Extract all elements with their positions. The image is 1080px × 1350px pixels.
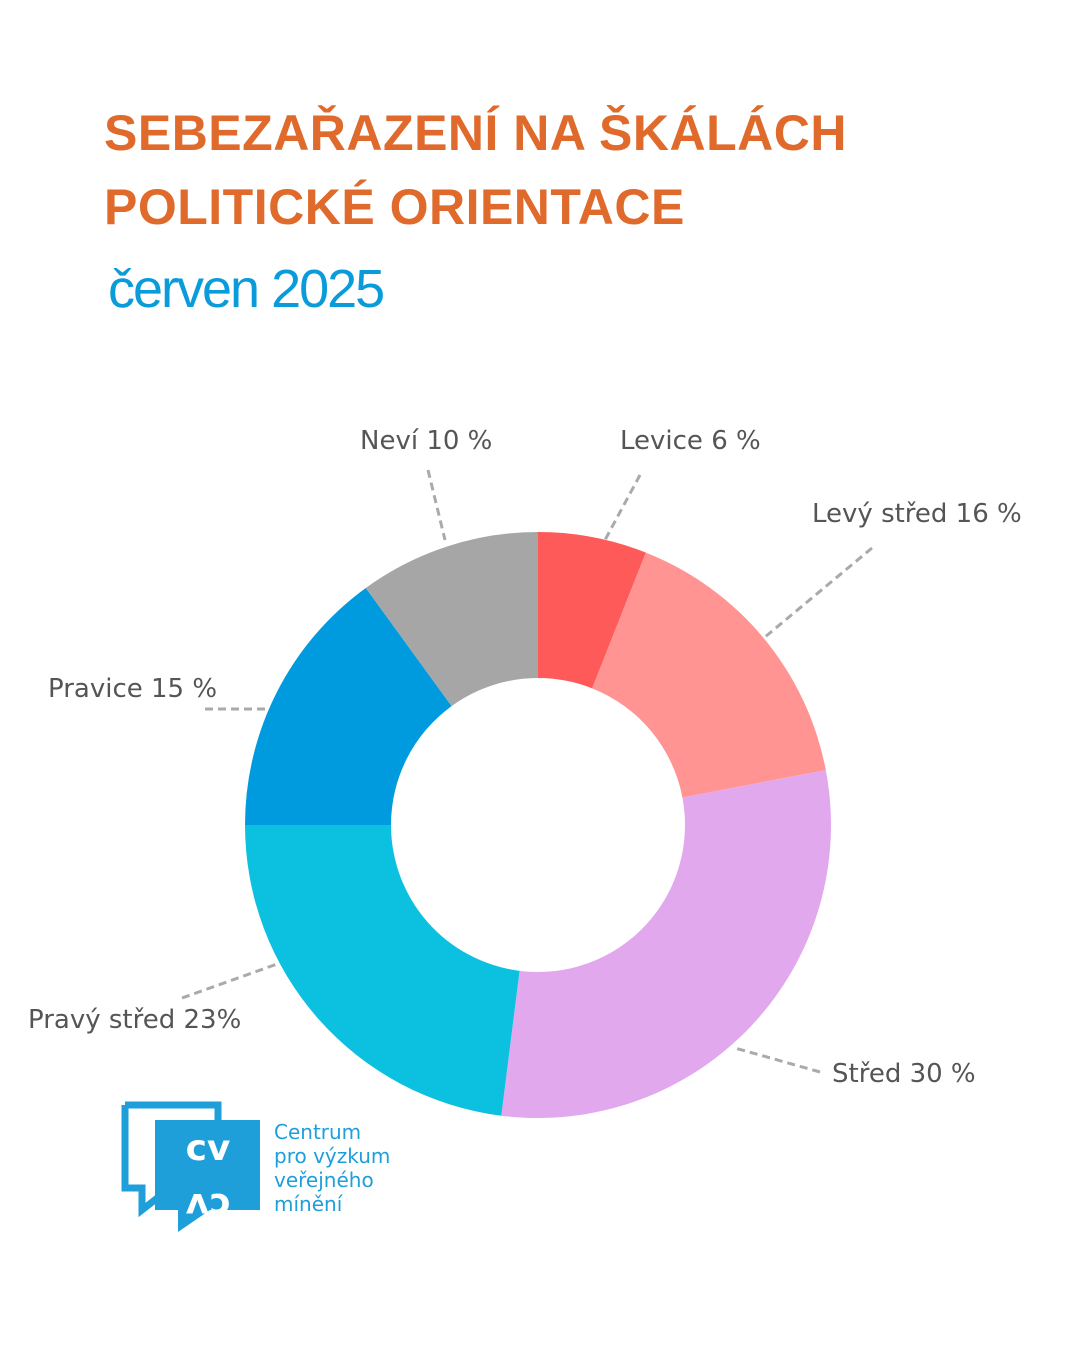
logo-text-1: Centrum	[274, 1120, 362, 1144]
slice-pravice	[245, 587, 452, 825]
data-label-pravy-stred: Pravý střed 23%	[28, 1005, 242, 1035]
slice-střed	[501, 770, 831, 1118]
title-line-1: SEBEZAŘAZENÍ NA ŠKÁLÁCH	[104, 105, 847, 161]
leader-line-5	[426, 469, 447, 541]
data-label-nevi: Neví 10 %	[360, 426, 493, 456]
slice-neví	[365, 532, 538, 707]
data-label-levice: Levice 6 %	[620, 426, 761, 456]
data-label-stred: Střed 30 %	[832, 1059, 976, 1089]
svg-text:cv: cv	[186, 1185, 231, 1226]
cvvm-logo: cv cv	[121, 1101, 260, 1232]
logo-text-3: veřejného	[274, 1168, 374, 1192]
leader-line-0	[603, 474, 642, 541]
svg-text:cv: cv	[186, 1128, 231, 1169]
logo-text-4: mínění	[274, 1192, 343, 1216]
slice-pravý-střed	[245, 825, 520, 1116]
leader-line-1	[764, 546, 873, 639]
title-line-2: POLITICKÉ ORIENTACE	[104, 179, 685, 235]
leader-line-3	[181, 961, 281, 1000]
slice-levice	[538, 532, 646, 689]
subtitle: červen 2025	[108, 259, 385, 319]
slice-levý-střed	[592, 552, 826, 798]
data-label-pravice: Pravice 15 %	[48, 674, 218, 704]
leader-line-2	[734, 1046, 821, 1074]
logo-text-2: pro výzkum	[274, 1144, 391, 1168]
data-label-levy-stred: Levý střed 16 %	[812, 499, 1022, 529]
